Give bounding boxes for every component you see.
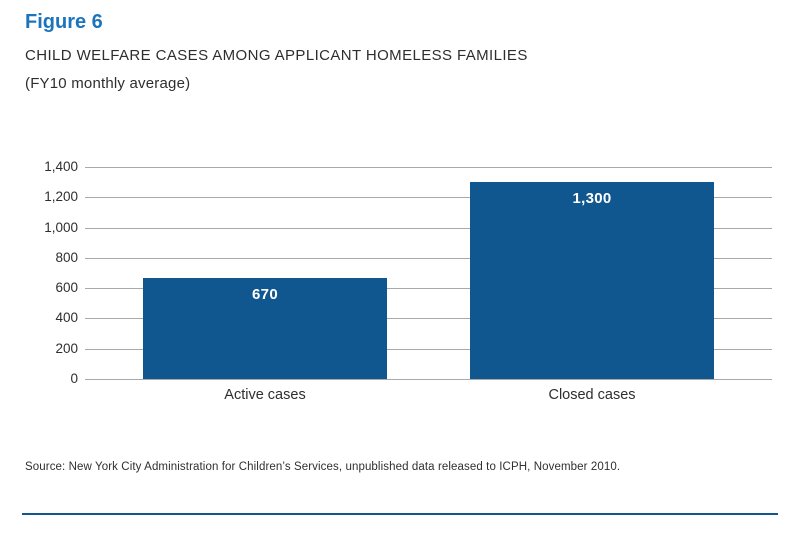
y-tick-label: 800: [55, 249, 78, 265]
bar: 1,300: [470, 182, 714, 379]
figure-title: CHILD WELFARE CASES AMONG APPLICANT HOME…: [25, 47, 528, 64]
figure-subtitle: (FY10 monthly average): [25, 75, 191, 92]
footer-divider: [22, 513, 778, 515]
bar: 670: [143, 277, 387, 379]
gridline: [85, 318, 772, 320]
x-category-label: Active cases: [224, 387, 306, 403]
gridline: [85, 167, 772, 168]
bar-value-label: 670: [252, 285, 278, 303]
gridline: [85, 379, 772, 380]
gridline: [85, 257, 772, 259]
x-category-label: Closed cases: [548, 387, 636, 403]
y-tick-label: 600: [55, 280, 78, 296]
y-tick-label: 1,200: [44, 189, 78, 205]
y-tick-label: 1,400: [44, 159, 78, 174]
y-axis-labels: 1,400 1,200 1,000 800 600 400 200 0: [0, 159, 78, 386]
y-tick-label: 1,000: [44, 219, 78, 235]
y-tick-label: 0: [70, 371, 78, 386]
gridline: [85, 348, 772, 350]
gridline: [85, 227, 772, 229]
y-tick-label: 400: [55, 310, 78, 326]
plot-area: 670 1,300: [85, 167, 772, 380]
y-tick-label: 200: [55, 340, 78, 356]
bar-value-label: 1,300: [572, 190, 612, 208]
gridline: [85, 197, 772, 199]
gridline: [85, 288, 772, 290]
source-note: Source: New York City Administration for…: [25, 461, 621, 473]
figure-number: Figure 6: [25, 11, 103, 33]
